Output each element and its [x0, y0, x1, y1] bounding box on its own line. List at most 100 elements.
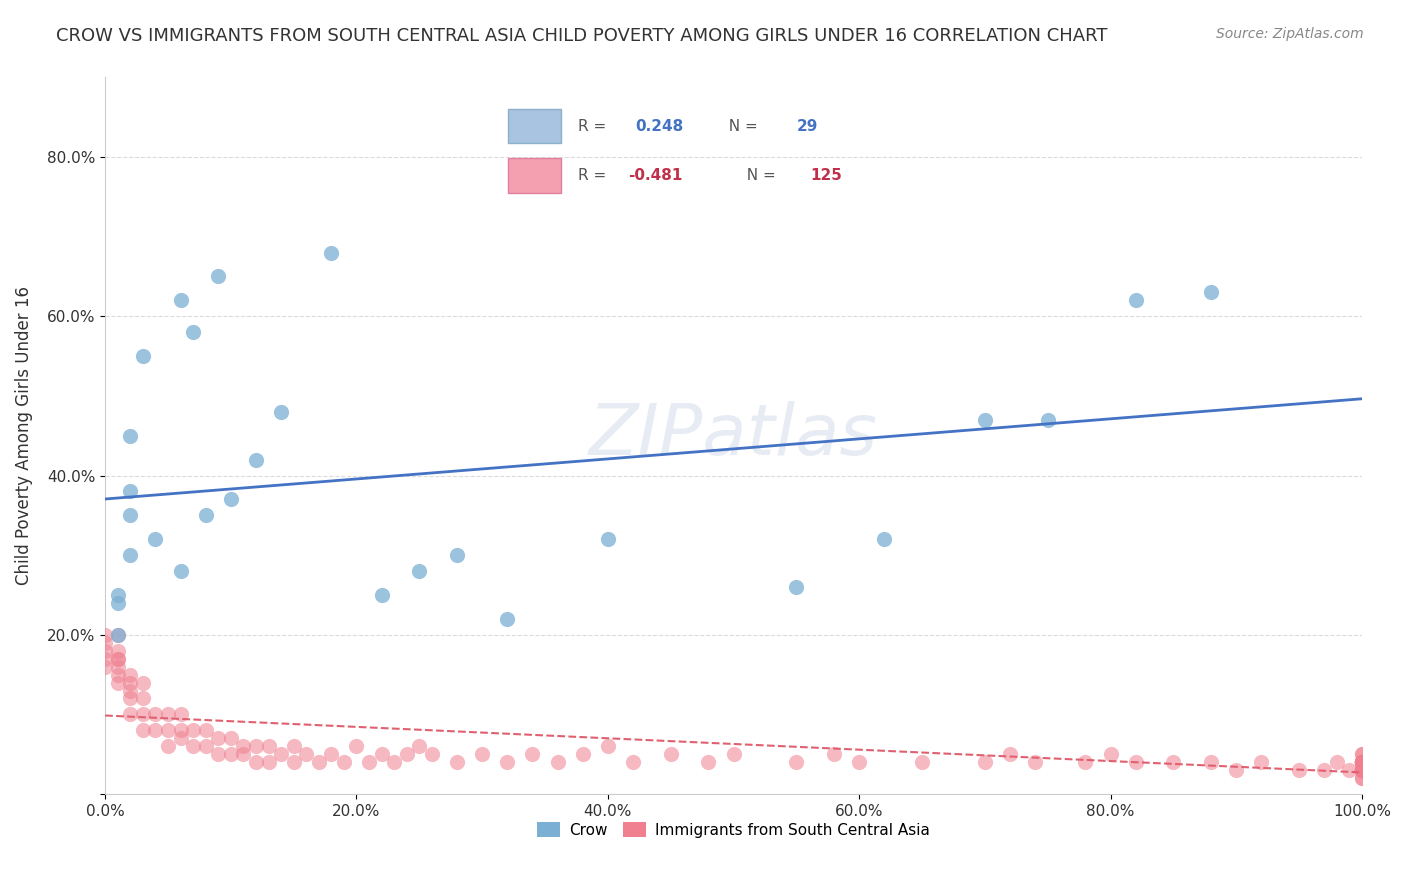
Point	[1351, 763, 1374, 777]
Point	[1351, 755, 1374, 769]
Point	[1024, 755, 1046, 769]
Point	[232, 739, 254, 754]
Point	[94, 636, 117, 650]
Point	[107, 675, 129, 690]
Point	[219, 747, 242, 762]
Point	[156, 739, 179, 754]
Point	[245, 452, 267, 467]
Point	[723, 747, 745, 762]
Point	[1351, 763, 1374, 777]
Point	[107, 628, 129, 642]
Point	[207, 269, 229, 284]
Text: ZIPatlas: ZIPatlas	[589, 401, 879, 470]
Point	[333, 755, 356, 769]
Point	[408, 564, 430, 578]
Point	[169, 731, 191, 746]
Point	[408, 739, 430, 754]
Point	[169, 707, 191, 722]
Point	[1351, 763, 1374, 777]
Point	[370, 747, 392, 762]
Point	[1351, 755, 1374, 769]
Point	[120, 707, 142, 722]
Text: CROW VS IMMIGRANTS FROM SOUTH CENTRAL ASIA CHILD POVERTY AMONG GIRLS UNDER 16 CO: CROW VS IMMIGRANTS FROM SOUTH CENTRAL AS…	[56, 27, 1108, 45]
Point	[1351, 755, 1374, 769]
Point	[1225, 763, 1247, 777]
Point	[785, 755, 807, 769]
Point	[1125, 293, 1147, 308]
Point	[132, 349, 155, 363]
Point	[1351, 755, 1374, 769]
Point	[370, 588, 392, 602]
Point	[1351, 763, 1374, 777]
Point	[446, 548, 468, 562]
Point	[270, 747, 292, 762]
Point	[169, 564, 191, 578]
Point	[873, 533, 896, 547]
Point	[571, 747, 593, 762]
Point	[107, 667, 129, 681]
Point	[94, 659, 117, 673]
Point	[1351, 763, 1374, 777]
Point	[270, 405, 292, 419]
Point	[321, 747, 343, 762]
Point	[471, 747, 494, 762]
Point	[145, 707, 167, 722]
Point	[823, 747, 845, 762]
Point	[219, 731, 242, 746]
Point	[107, 659, 129, 673]
Point	[547, 755, 569, 769]
Point	[1099, 747, 1122, 762]
Point	[1351, 755, 1374, 769]
Y-axis label: Child Poverty Among Girls Under 16: Child Poverty Among Girls Under 16	[15, 286, 32, 585]
Point	[156, 707, 179, 722]
Point	[1125, 755, 1147, 769]
Point	[145, 723, 167, 738]
Point	[1288, 763, 1310, 777]
Point	[120, 428, 142, 442]
Point	[1351, 763, 1374, 777]
Point	[1163, 755, 1185, 769]
Point	[169, 293, 191, 308]
Point	[257, 739, 280, 754]
Point	[94, 643, 117, 657]
Point	[107, 651, 129, 665]
Point	[120, 691, 142, 706]
Point	[1351, 755, 1374, 769]
Point	[145, 533, 167, 547]
Point	[1351, 763, 1374, 777]
Point	[156, 723, 179, 738]
Point	[120, 683, 142, 698]
Point	[848, 755, 870, 769]
Point	[1351, 755, 1374, 769]
Point	[194, 723, 217, 738]
Point	[181, 723, 204, 738]
Point	[1326, 755, 1348, 769]
Point	[107, 588, 129, 602]
Point	[181, 325, 204, 339]
Point	[120, 675, 142, 690]
Point	[1351, 763, 1374, 777]
Point	[1351, 755, 1374, 769]
Point	[1250, 755, 1272, 769]
Point	[496, 612, 519, 626]
Point	[420, 747, 443, 762]
Point	[257, 755, 280, 769]
Point	[1351, 747, 1374, 762]
Point	[998, 747, 1021, 762]
Point	[1351, 763, 1374, 777]
Point	[194, 739, 217, 754]
Point	[207, 747, 229, 762]
Point	[1351, 755, 1374, 769]
Point	[1351, 763, 1374, 777]
Point	[974, 755, 997, 769]
Point	[295, 747, 318, 762]
Point	[697, 755, 720, 769]
Point	[785, 580, 807, 594]
Point	[94, 628, 117, 642]
Point	[107, 643, 129, 657]
Point	[132, 723, 155, 738]
Point	[120, 548, 142, 562]
Point	[596, 739, 619, 754]
Point	[94, 651, 117, 665]
Point	[120, 508, 142, 523]
